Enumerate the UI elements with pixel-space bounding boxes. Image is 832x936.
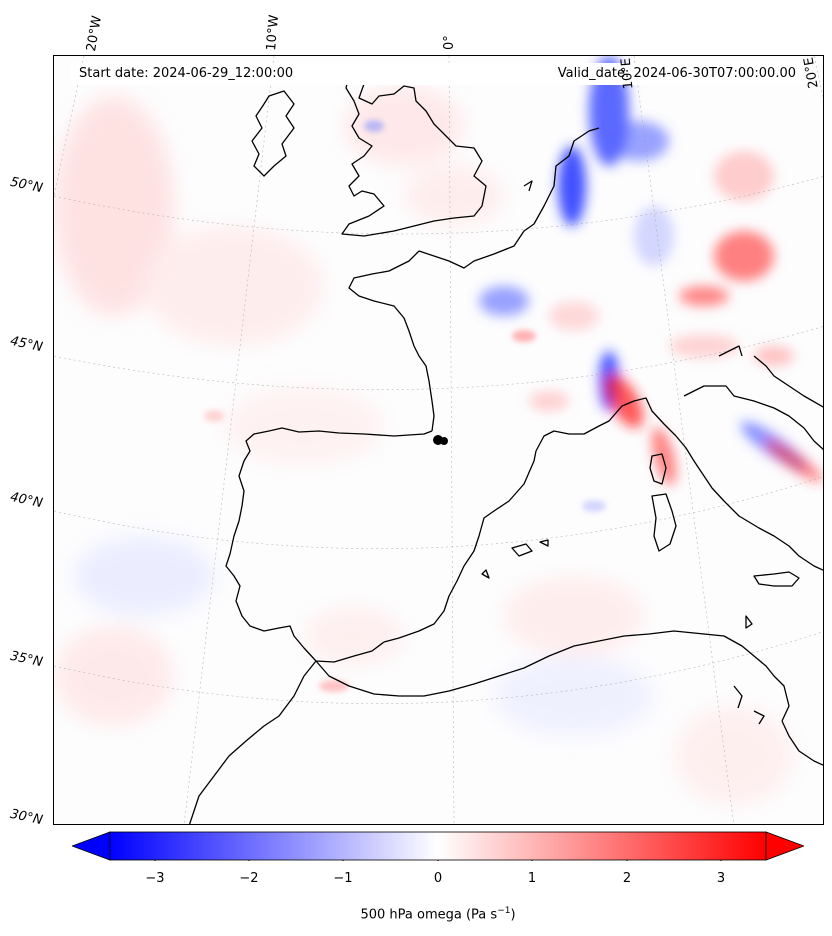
- colorbar-unit-exponent: −1: [497, 906, 511, 916]
- station-marker: [433, 435, 448, 445]
- colorbar-tick-label: 1: [527, 871, 537, 886]
- map-canvas: [54, 56, 823, 824]
- colorbar-tick-label: 0: [433, 871, 443, 886]
- lat-label-40n: 40°N: [8, 489, 44, 512]
- colorbar-gradient: [109, 831, 767, 861]
- lon-label-0: 0°: [442, 35, 457, 50]
- colorbar: [72, 831, 804, 861]
- graticule: [54, 56, 823, 824]
- colorbar-tick-label: −2: [239, 871, 259, 886]
- lat-label-50n: 50°N: [8, 174, 44, 197]
- colorbar-tick-label: −1: [333, 871, 353, 886]
- colorbar-title: 500 hPa omega (Pa s−1): [360, 906, 516, 923]
- colorbar-extend-low: [72, 831, 111, 861]
- start-date-label: Start date: 2024-06-29_12:00:00: [79, 66, 294, 81]
- coastlines: [188, 75, 823, 824]
- lat-label-35n: 35°N: [8, 648, 44, 671]
- lon-label-20w: 20°W: [84, 14, 106, 53]
- lat-label-45n: 45°N: [8, 333, 44, 356]
- colorbar-extend-high: [765, 831, 804, 861]
- colorbar-tick-label: 3: [716, 871, 726, 886]
- colorbar-tick-label: −3: [145, 871, 165, 886]
- map-panel: [53, 55, 824, 825]
- lat-label-30n: 30°N: [8, 806, 44, 829]
- colorbar-ticks: [154, 860, 722, 861]
- colorbar-unit: Pa s: [471, 907, 498, 923]
- valid-date-label: Valid_date: 2024-06-30T07:00:00.00: [557, 66, 796, 81]
- colorbar-variable: 500 hPa omega: [360, 907, 462, 923]
- lon-label-10e: 10°E: [618, 57, 637, 90]
- header-bar: [71, 63, 804, 85]
- lon-label-10w: 10°W: [264, 14, 283, 52]
- colorbar-tick-label: 2: [622, 871, 632, 886]
